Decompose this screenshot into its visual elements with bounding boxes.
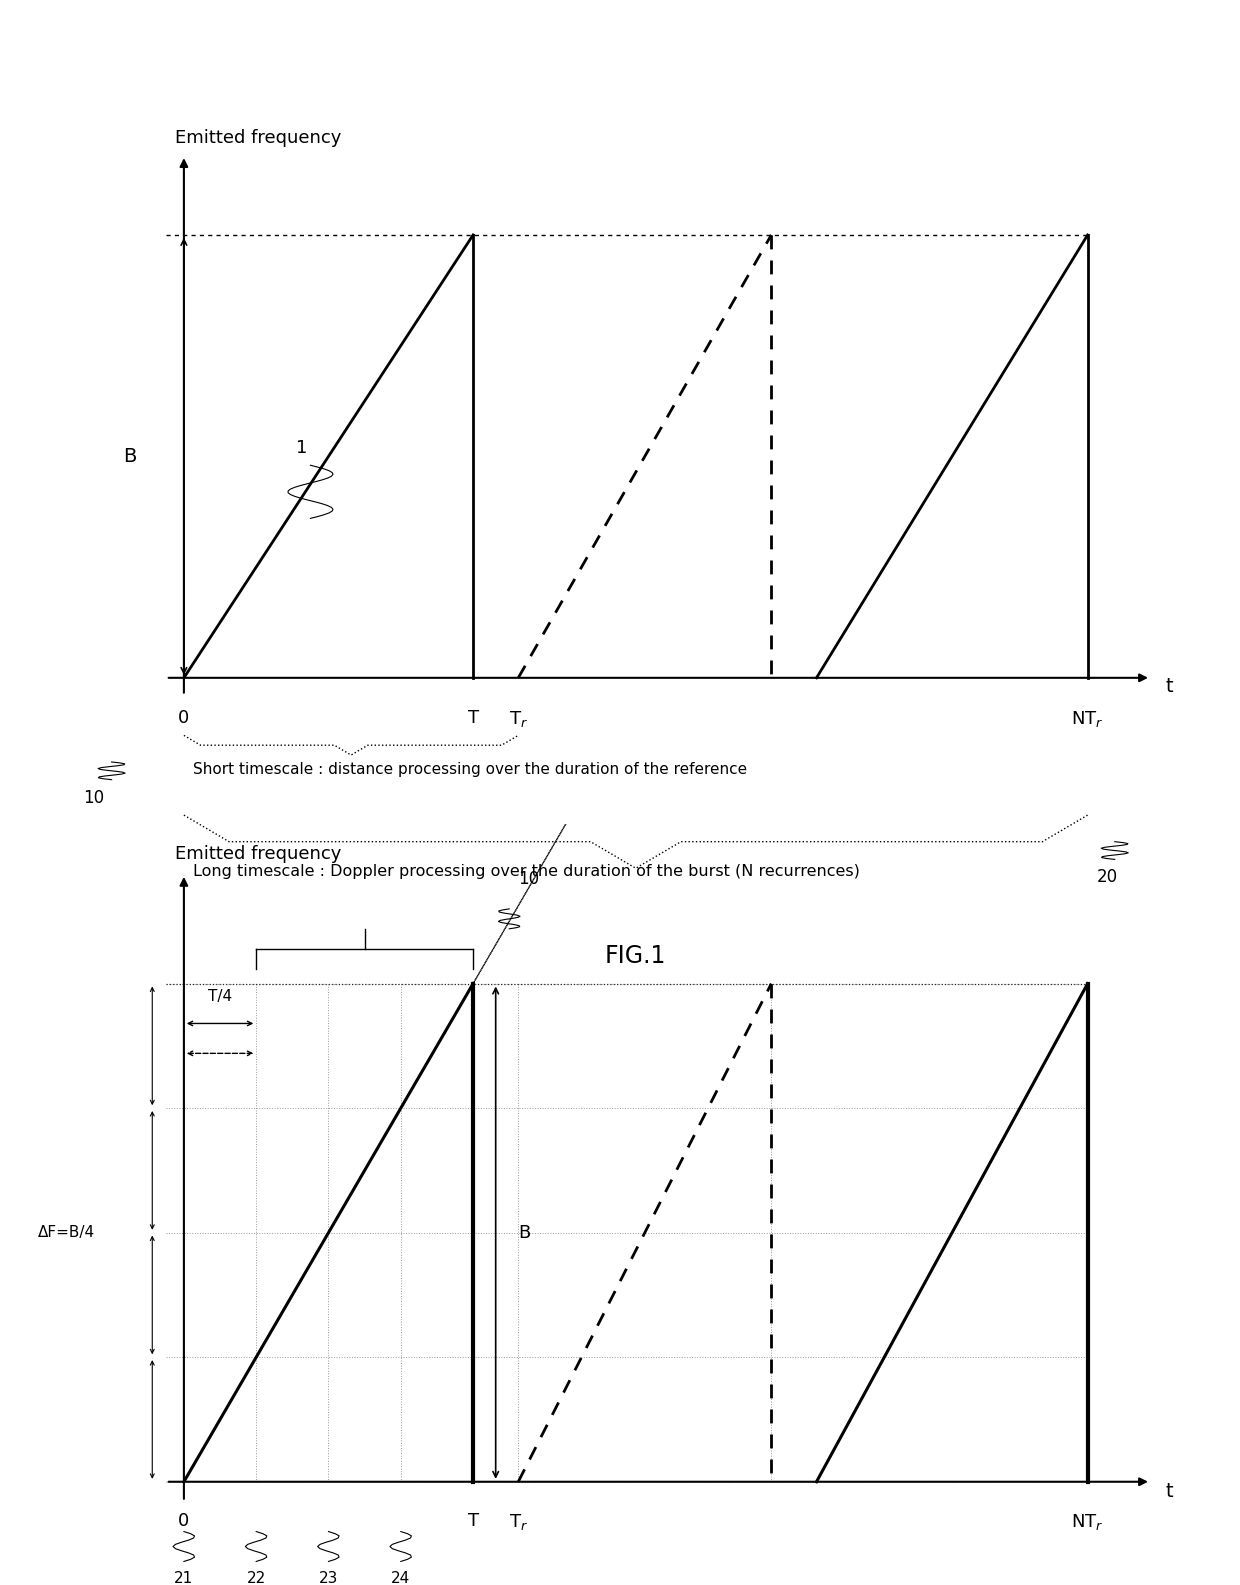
Text: B: B [518, 1224, 531, 1241]
Text: T$_r$: T$_r$ [508, 708, 528, 729]
Text: 23: 23 [319, 1571, 339, 1585]
Text: 22: 22 [247, 1571, 265, 1585]
Text: 21: 21 [175, 1571, 193, 1585]
Text: 24: 24 [391, 1571, 410, 1585]
Text: T/4: T/4 [208, 989, 232, 1003]
Text: Long timescale : Doppler processing over the duration of the burst (N recurrence: Long timescale : Doppler processing over… [193, 864, 859, 878]
Text: B: B [123, 447, 136, 466]
Text: 0: 0 [179, 708, 190, 728]
Text: NT$_r$: NT$_r$ [1071, 1512, 1104, 1531]
Text: T: T [467, 708, 479, 728]
Text: 20: 20 [1096, 869, 1117, 886]
Text: Short timescale : distance processing over the duration of the reference: Short timescale : distance processing ov… [193, 762, 746, 777]
Text: 1: 1 [295, 439, 308, 456]
Text: 10: 10 [83, 788, 104, 807]
Text: 0: 0 [179, 1512, 190, 1530]
Text: T$_r$: T$_r$ [508, 1512, 528, 1531]
Text: 10: 10 [518, 870, 539, 888]
Text: NT$_r$: NT$_r$ [1071, 708, 1104, 729]
Text: T: T [467, 1512, 479, 1530]
Text: ΔF=B/4: ΔF=B/4 [38, 1225, 95, 1239]
Text: Emitted frequency: Emitted frequency [175, 128, 341, 146]
Text: FIG.1: FIG.1 [605, 943, 666, 967]
Text: t: t [1166, 1482, 1173, 1501]
Text: Emitted frequency: Emitted frequency [175, 845, 341, 864]
Text: t: t [1166, 677, 1173, 696]
